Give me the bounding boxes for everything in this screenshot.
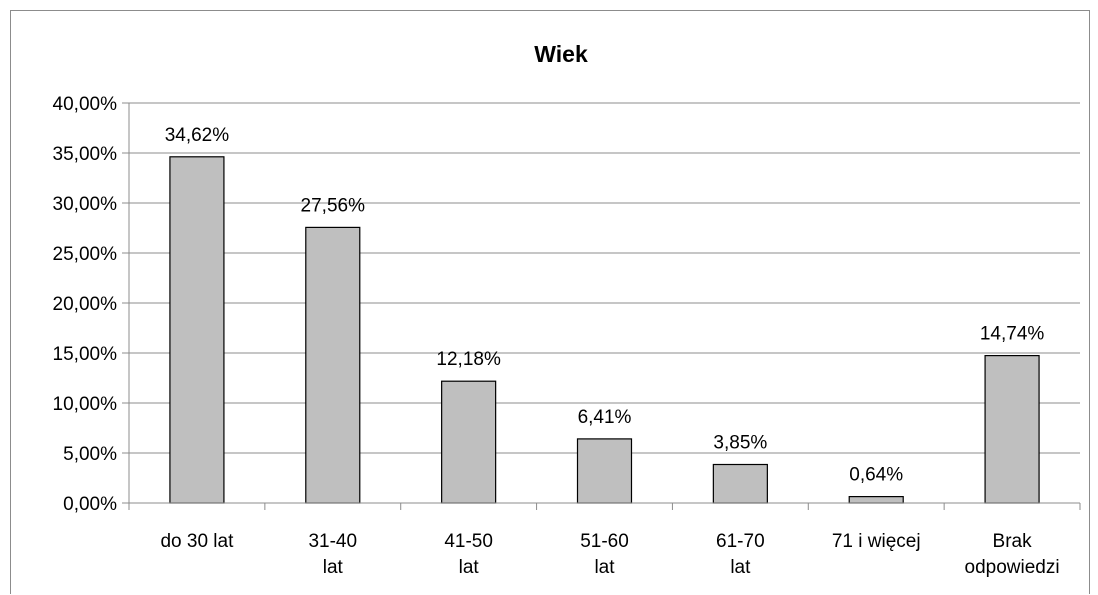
bar xyxy=(713,465,767,504)
y-tick-label: 15,00% xyxy=(53,344,118,365)
grid-lines xyxy=(129,103,1080,453)
category-label: 31-40 lat xyxy=(308,531,357,578)
data-labels: 34,62% 27,56% 12,18% 6,41% 3,85% 0,64% 14,74% xyxy=(165,125,1045,486)
y-axis-tick-labels: 0,00% 5,00% 10,00% 15,00% 20,00% 25,00% 30,00%… xyxy=(53,94,129,515)
category-label: Brak odpowiedzi xyxy=(965,531,1060,578)
category-label: 61-70 lat xyxy=(716,531,765,578)
category-label: 71 i więcej xyxy=(832,531,921,552)
data-label: 6,41% xyxy=(578,407,632,428)
bar xyxy=(849,497,903,503)
category-labels: do 30 lat 31-40 lat 41-50 lat 51-60 lat 61-70 la… xyxy=(160,531,1059,578)
y-tick-label: 20,00% xyxy=(53,294,118,315)
category-label: 41-50 lat xyxy=(444,531,493,578)
category-label: 51-60 lat xyxy=(580,531,629,578)
y-tick-label: 40,00% xyxy=(53,94,118,115)
data-label: 3,85% xyxy=(713,433,767,454)
chart-title: Wiek xyxy=(534,41,588,67)
data-label: 12,18% xyxy=(436,349,501,370)
y-tick-label: 30,00% xyxy=(53,194,118,215)
category-label: do 30 lat xyxy=(160,531,234,552)
y-tick-label: 10,00% xyxy=(53,394,118,415)
y-tick-label: 5,00% xyxy=(63,444,117,465)
data-label: 34,62% xyxy=(165,125,230,146)
bar xyxy=(985,356,1039,503)
y-tick-label: 35,00% xyxy=(53,144,118,165)
y-tick-label: 0,00% xyxy=(63,494,117,515)
bar xyxy=(578,439,632,503)
y-tick-label: 25,00% xyxy=(53,244,118,265)
bar xyxy=(442,381,496,503)
bar xyxy=(306,227,360,503)
data-label: 0,64% xyxy=(849,465,903,486)
bar xyxy=(170,157,224,503)
data-label: 14,74% xyxy=(980,324,1045,345)
data-label: 27,56% xyxy=(301,195,366,216)
